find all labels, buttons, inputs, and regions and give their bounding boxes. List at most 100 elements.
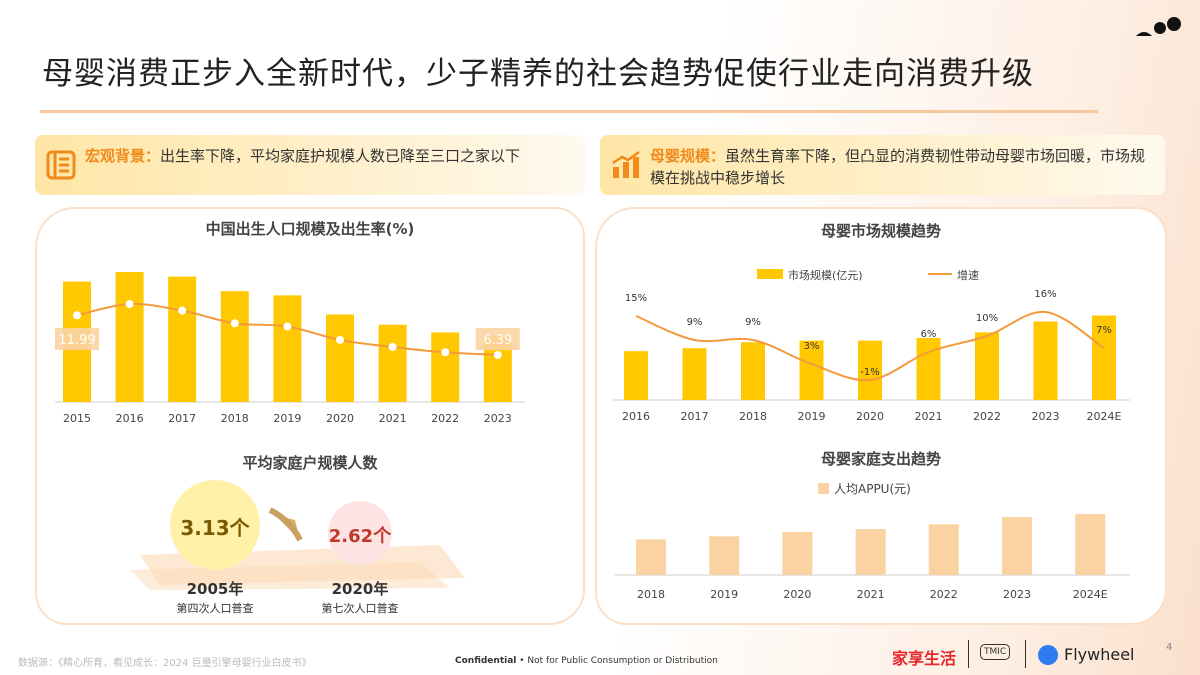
chart2-bar-2022 bbox=[975, 332, 999, 400]
chart2-growth-label-2023: 16% bbox=[1034, 289, 1056, 300]
document-icon bbox=[46, 150, 76, 180]
chart2-growth-label-2024E: 7% bbox=[1096, 325, 1112, 336]
chart3-legend-label: 人均APPU(元) bbox=[834, 482, 911, 496]
chart2-growth-label-2021: 6% bbox=[921, 329, 937, 340]
chart1-xtick-2015: 2015 bbox=[63, 412, 91, 425]
chart2-legend-bar-swatch bbox=[757, 269, 783, 279]
chart3-xtick-2021: 2021 bbox=[857, 588, 885, 601]
chart2-xtick-2020: 2020 bbox=[856, 410, 884, 423]
chart1-xtick-2020: 2020 bbox=[326, 412, 354, 425]
chart3-bar-2019 bbox=[709, 536, 740, 575]
household-graphic bbox=[130, 480, 465, 590]
chart1-point-2016 bbox=[125, 300, 134, 309]
chart1-xtick-2016: 2016 bbox=[116, 412, 144, 425]
chart3-xtick-2018: 2018 bbox=[637, 588, 665, 601]
chart1-point-2021 bbox=[388, 342, 397, 351]
chart2-bar-2021 bbox=[916, 337, 941, 400]
household-2020-year: 2020年 bbox=[331, 580, 389, 598]
household-2005-year: 2005年 bbox=[186, 580, 244, 598]
chart1-point-2018 bbox=[230, 319, 239, 328]
chart2-xtick-2023: 2023 bbox=[1032, 410, 1060, 423]
brand-jiaxiang: 家享生活 bbox=[892, 649, 957, 668]
chart2-bar-2017 bbox=[682, 348, 707, 400]
chart3-bar-2020 bbox=[782, 532, 813, 575]
chart3-title: 母婴家庭支出趋势 bbox=[820, 450, 941, 468]
chart2-bar-2018 bbox=[741, 342, 765, 400]
chart2-legend-bar-label: 市场规模(亿元) bbox=[788, 268, 863, 282]
chart2-growth-label-2018: 9% bbox=[745, 317, 761, 328]
chart2-xtick-2016: 2016 bbox=[622, 410, 650, 423]
chart1-title: 中国出生人口规模及出生率(%) bbox=[205, 220, 415, 238]
chart2-xtick-2018: 2018 bbox=[739, 410, 767, 423]
chart2-bar-2024E bbox=[1092, 315, 1116, 400]
chart1-bar-2022 bbox=[431, 332, 460, 402]
chart3-bar-2022 bbox=[928, 524, 959, 575]
chart2-growth-label-2019: 3% bbox=[804, 341, 820, 352]
chart1-bar-2021 bbox=[378, 324, 407, 402]
chart3-bar-2021 bbox=[855, 529, 886, 575]
chart1-data-label: 11.99 bbox=[58, 333, 95, 348]
chart3-bar-2024E bbox=[1075, 514, 1106, 575]
chart2-growth-label-2017: 9% bbox=[687, 317, 703, 328]
chart1-data-label: 6.39 bbox=[483, 333, 512, 348]
page-title: 母婴消费正步入全新时代，少子精养的社会趋势促使行业走向消费升级 bbox=[42, 56, 1034, 92]
chart2-xtick-2021: 2021 bbox=[915, 410, 943, 423]
chart3-bar-2018 bbox=[636, 539, 666, 575]
brand-flywheel: Flywheel bbox=[1064, 645, 1135, 664]
chart1-label-bg bbox=[55, 328, 99, 350]
chart2-growth-label-2016: 15% bbox=[625, 293, 647, 304]
chart3-xtick-2019: 2019 bbox=[710, 588, 738, 601]
chart3-legend-swatch bbox=[818, 483, 829, 494]
chart1-point-2015 bbox=[73, 311, 81, 320]
chart1-xtick-2017: 2017 bbox=[168, 412, 196, 425]
chart2-legend-line-label: 增速 bbox=[957, 268, 979, 282]
chart1-point-2019 bbox=[283, 322, 292, 331]
brand-logo-icon bbox=[1136, 17, 1181, 36]
chart2-bar-2023 bbox=[1033, 321, 1058, 400]
chart1-xtick-2023: 2023 bbox=[484, 412, 512, 425]
chart2-growth-label-2020: -1% bbox=[860, 367, 879, 378]
chart1-point-2017 bbox=[178, 306, 187, 315]
confidential-note: Confidential • Not for Public Consumptio… bbox=[455, 656, 718, 666]
chart1-xtick-2019: 2019 bbox=[273, 412, 301, 425]
chart1-label-bg bbox=[475, 328, 520, 350]
chart2-xtick-2024E: 2024E bbox=[1087, 410, 1122, 423]
chart2-xtick-2019: 2019 bbox=[798, 410, 826, 423]
chart2-title: 母婴市场规模趋势 bbox=[820, 222, 941, 240]
chart2-bar-2016 bbox=[624, 351, 648, 400]
flywheel-logo-icon bbox=[1038, 645, 1058, 665]
chart2-bar-2020 bbox=[858, 340, 882, 400]
page-number: 4 bbox=[1166, 642, 1173, 653]
household-2020-label: 第七次人口普查 bbox=[321, 602, 399, 615]
chart3-xtick-2020: 2020 bbox=[783, 588, 811, 601]
title-divider bbox=[40, 110, 1098, 113]
chart1-point-2022 bbox=[441, 348, 450, 357]
household-2005-value: 3.13个 bbox=[180, 516, 250, 540]
chart1-bar-2020 bbox=[326, 314, 354, 402]
chart1-xtick-2021: 2021 bbox=[379, 412, 407, 425]
callout-macro: 宏观背景：出生率下降，平均家庭护规模人数已降至三口之家以下 bbox=[35, 135, 585, 195]
chart1-bar-2016 bbox=[115, 272, 144, 402]
household-2020-value: 2.62个 bbox=[328, 526, 392, 547]
chart2-growth-line bbox=[635, 310, 1105, 382]
chart1-xtick-2018: 2018 bbox=[221, 412, 249, 425]
chart1-bar-2019 bbox=[273, 295, 302, 402]
household-title: 平均家庭户规模人数 bbox=[242, 454, 378, 472]
chart1-bar-2017 bbox=[168, 276, 197, 402]
chart1-point-2023 bbox=[493, 351, 502, 359]
chart1-xtick-2022: 2022 bbox=[431, 412, 459, 425]
brand-tmic: TMIC bbox=[980, 644, 1011, 660]
source-note: 数据源：《精心所育，看见成长：2024 巨量引擎母婴行业白皮书》 bbox=[18, 658, 312, 669]
chart3-xtick-2024E: 2024E bbox=[1073, 588, 1108, 601]
chart1-point-2020 bbox=[336, 335, 344, 344]
chart3-xtick-2023: 2023 bbox=[1003, 588, 1031, 601]
chart2-growth-label-2022: 10% bbox=[976, 313, 998, 324]
chart3-xtick-2022: 2022 bbox=[930, 588, 958, 601]
chart2-xtick-2017: 2017 bbox=[681, 410, 709, 423]
bar-chart-icon bbox=[612, 150, 640, 178]
callout-market: 母婴规模：虽然生育率下降，但凸显的消费韧性带动母婴市场回暖，市场规模在挑战中稳步… bbox=[600, 135, 1165, 195]
circle-2020 bbox=[328, 501, 392, 565]
circle-2005 bbox=[170, 480, 260, 570]
chart2-xtick-2022: 2022 bbox=[973, 410, 1001, 423]
